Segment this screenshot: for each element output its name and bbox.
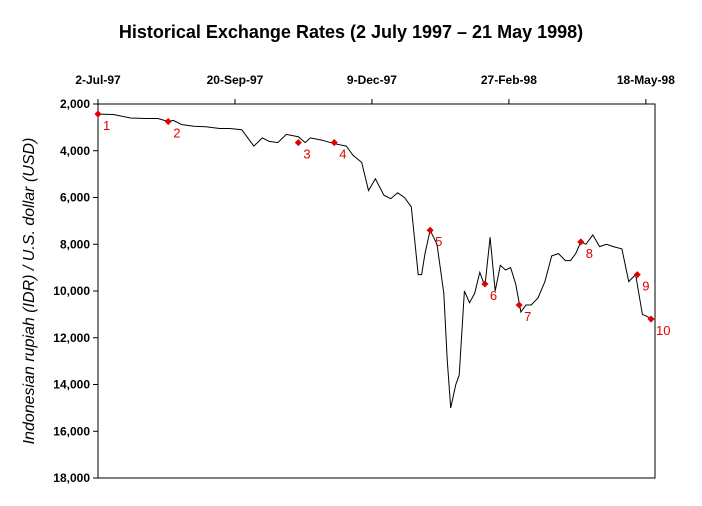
annotation-label: 8	[586, 246, 593, 261]
annotation-label: 3	[303, 147, 310, 162]
x-axis: 2-Jul-97 20-Sep-97 9-Dec-97 27-Feb-98 18-May…	[75, 73, 675, 104]
annotation-label: 6	[490, 288, 497, 303]
annotation-marker	[633, 271, 641, 279]
x-tick-label: 9-Dec-97	[347, 73, 397, 87]
y-axis-label: Indonesian rupiah (IDR) / U.S. dollar (U…	[21, 138, 38, 445]
y-tick-label: 10,000	[53, 284, 90, 298]
annotation-marker	[515, 301, 523, 309]
annotation-marker	[647, 315, 655, 323]
series-layer	[97, 113, 652, 409]
annotation-marker	[294, 139, 302, 147]
y-axis: 2,000 4,000 6,000 8,000 10,000 12,000 14,000 16…	[53, 97, 98, 485]
x-tick-label: 27-Feb-98	[481, 73, 537, 87]
annotation-label: 4	[339, 147, 346, 162]
x-tick-label: 18-May-98	[617, 73, 675, 87]
chart-title: Historical Exchange Rates (2 July 1997 –…	[119, 22, 583, 42]
exchange-rate-line	[97, 113, 652, 409]
annotation-marker	[164, 117, 172, 126]
y-tick-label: 6,000	[60, 191, 90, 205]
annotation-marker	[426, 226, 434, 234]
annotation-marker	[481, 280, 489, 288]
y-tick-label: 14,000	[53, 378, 90, 392]
y-tick-label: 16,000	[53, 424, 90, 438]
x-tick-label: 2-Jul-97	[75, 73, 121, 87]
annotation-marker	[330, 139, 338, 147]
annotation-layer: 1 2 3 4 5 6 7 8 9 10	[94, 110, 670, 338]
y-tick-label: 18,000	[53, 471, 90, 485]
y-tick-label: 8,000	[60, 237, 90, 251]
y-tick-label: 2,000	[60, 97, 90, 111]
annotation-marker	[94, 110, 102, 118]
annotation-label: 1	[103, 118, 110, 133]
y-tick-label: 4,000	[60, 144, 90, 158]
annotation-label: 7	[524, 309, 531, 324]
y-tick-label: 12,000	[53, 331, 90, 345]
annotation-label: 9	[642, 279, 649, 294]
annotation-label: 2	[173, 126, 180, 141]
plot-area-frame	[97, 103, 656, 479]
annotation-label: 5	[435, 234, 442, 249]
annotation-label: 10	[656, 323, 670, 338]
annotation-marker	[577, 238, 585, 246]
x-tick-label: 20-Sep-97	[207, 73, 264, 87]
